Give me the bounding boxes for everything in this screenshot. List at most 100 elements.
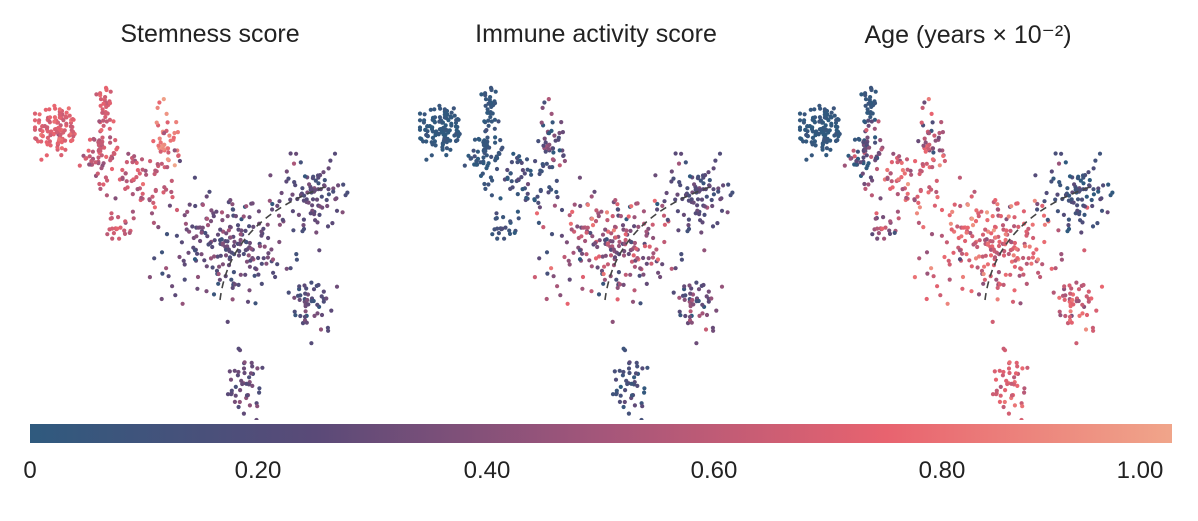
cell-point — [1012, 403, 1018, 408]
cell-point — [161, 146, 166, 151]
cell-point — [475, 149, 480, 154]
dashed-region-arc — [984, 186, 1091, 301]
cell-point — [474, 159, 479, 164]
cell-point — [1068, 291, 1073, 296]
cell-point — [87, 137, 93, 142]
cell-point — [170, 195, 175, 200]
cell-point — [315, 311, 320, 316]
cell-point — [243, 228, 248, 233]
cell-point — [626, 411, 632, 416]
cell-point — [47, 119, 52, 124]
cell-point — [610, 392, 616, 397]
cell-point — [169, 189, 174, 195]
cell-point — [220, 218, 225, 223]
cell-point — [538, 188, 543, 194]
cell-point — [995, 297, 1000, 302]
cell-point — [862, 181, 867, 187]
cell-point — [589, 194, 594, 199]
cell-point — [279, 190, 284, 196]
cell-point — [590, 223, 596, 228]
cell-point — [550, 157, 556, 162]
cell-point — [621, 282, 626, 287]
cell-point — [244, 240, 249, 245]
cell-point — [482, 181, 487, 187]
cell-point — [645, 365, 650, 370]
cell-point — [275, 262, 280, 267]
cell-point — [1012, 224, 1017, 229]
cell-point — [116, 215, 121, 220]
cell-point — [59, 146, 64, 151]
cell-point — [626, 366, 632, 371]
cell-point — [655, 201, 660, 207]
cell-point — [306, 302, 311, 307]
cell-point — [623, 272, 628, 277]
cell-point — [912, 275, 918, 280]
cell-point — [975, 244, 980, 250]
cell-point — [936, 135, 941, 140]
cell-point — [158, 140, 163, 145]
cell-point — [914, 211, 920, 216]
cell-point — [618, 393, 623, 398]
colorbar-tick-label: 0.80 — [918, 457, 966, 484]
cell-point — [516, 216, 521, 221]
cell-point — [885, 167, 890, 173]
cell-point — [424, 157, 429, 162]
cell-point — [232, 239, 237, 244]
cell-point — [241, 251, 246, 257]
cell-point — [326, 187, 331, 192]
cell-point — [952, 202, 957, 207]
cell-point — [302, 174, 308, 179]
cell-point — [308, 211, 313, 216]
cell-point — [863, 103, 868, 108]
cell-point — [165, 146, 171, 151]
cell-point — [694, 280, 699, 285]
cell-point — [973, 241, 978, 246]
cell-point — [93, 160, 98, 165]
cell-point — [483, 146, 488, 151]
cell-point — [885, 176, 890, 181]
cell-point — [99, 153, 104, 158]
cell-point — [43, 107, 48, 112]
cell-point — [205, 223, 211, 228]
cell-point — [64, 110, 69, 115]
cell-point — [326, 328, 331, 333]
cell-point — [1024, 233, 1029, 238]
cell-point — [929, 111, 934, 116]
cell-point — [1070, 297, 1075, 303]
cell-point — [610, 214, 615, 219]
cell-point — [711, 328, 716, 333]
cell-point — [184, 227, 189, 232]
cell-point — [217, 277, 222, 282]
cell-point — [59, 140, 64, 145]
cell-point — [307, 182, 312, 187]
cell-point — [207, 189, 212, 194]
cell-point — [202, 258, 207, 263]
cell-point — [244, 259, 250, 264]
cell-point — [167, 203, 172, 208]
cell-point — [710, 325, 716, 330]
cell-point — [132, 154, 137, 159]
cell-point — [828, 138, 833, 143]
cell-point — [111, 231, 116, 236]
cell-point — [340, 210, 345, 215]
cell-point — [508, 186, 513, 191]
cell-point — [57, 107, 62, 112]
cell-point — [998, 393, 1003, 398]
cell-point — [595, 265, 600, 270]
cell-point — [704, 194, 709, 199]
cell-point — [109, 211, 114, 216]
cell-point — [1000, 373, 1006, 378]
cell-point — [856, 136, 861, 142]
cell-point — [305, 297, 310, 303]
cell-point — [925, 271, 930, 276]
cell-point — [147, 275, 152, 280]
cell-point — [578, 203, 583, 209]
cell-point — [489, 154, 494, 159]
cell-point — [1096, 189, 1101, 194]
cell-point — [1105, 210, 1110, 215]
cell-point — [567, 262, 572, 267]
cell-point — [644, 261, 649, 266]
cell-point — [930, 165, 935, 170]
cell-point — [714, 308, 719, 313]
cell-point — [650, 255, 656, 260]
